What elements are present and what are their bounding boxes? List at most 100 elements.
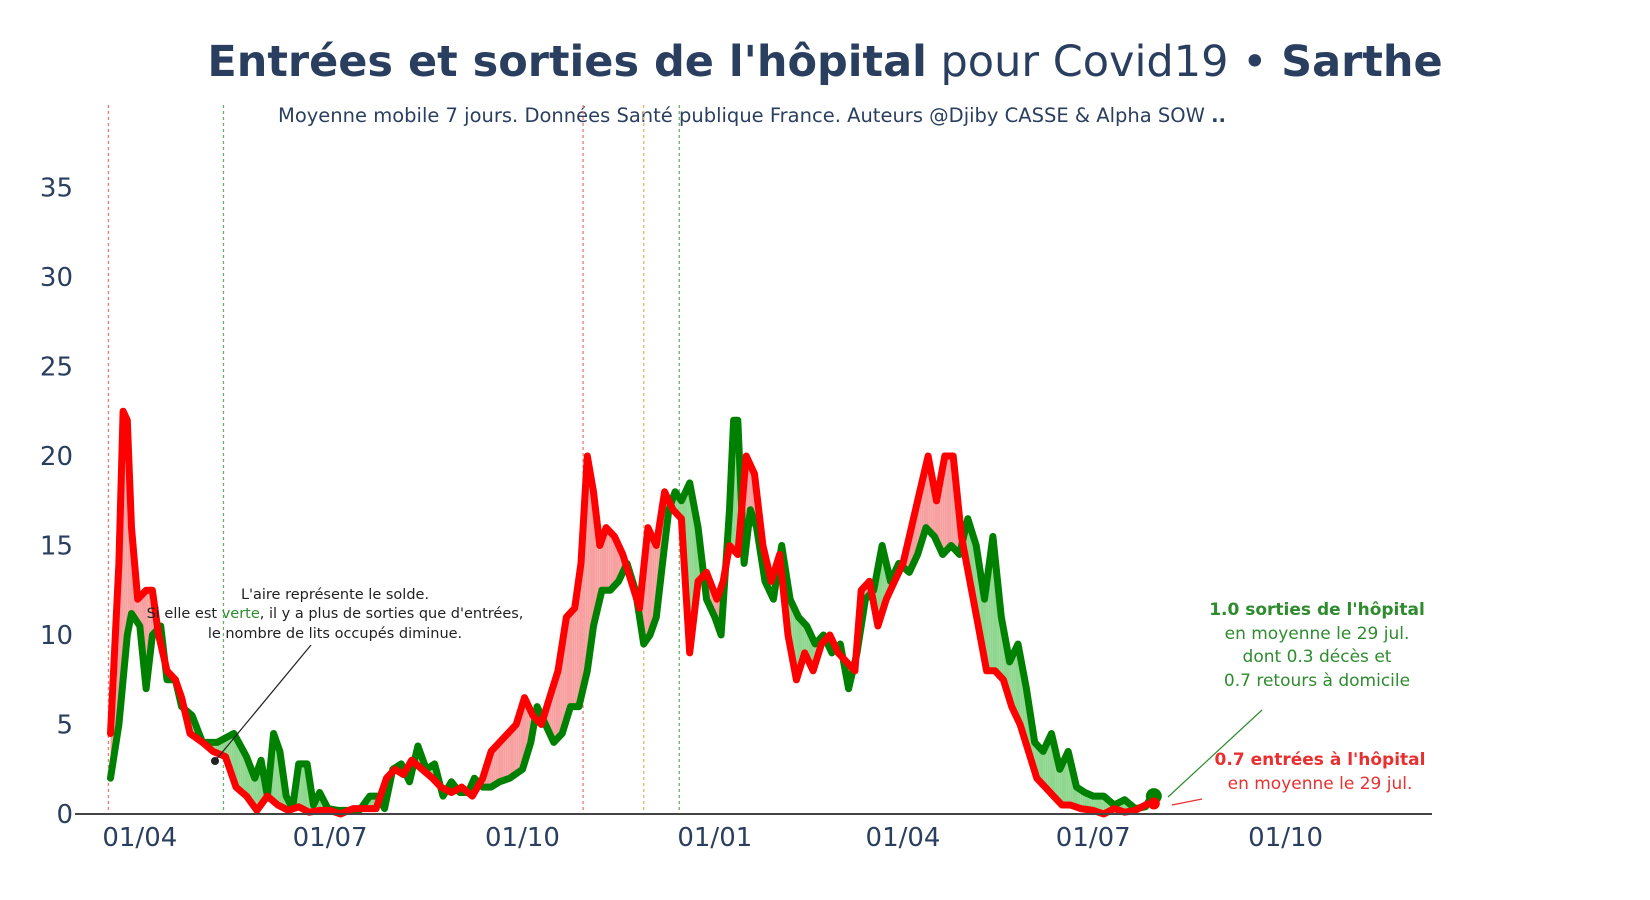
balance-area-red	[608, 529, 611, 591]
y-tick-label: 0	[56, 800, 73, 830]
exits-annotation-line1: 1.0 sorties de l'hôpital	[1209, 600, 1425, 620]
subtitle-suffix: ..	[1211, 104, 1226, 127]
balance-area-green	[1101, 796, 1104, 814]
balance-area-red	[501, 737, 504, 782]
entrees-end-marker	[1147, 797, 1160, 810]
exits-annotation-line2: en moyenne le 29 jul.	[1225, 624, 1410, 644]
x-tick-label: 01/04	[102, 823, 177, 853]
x-tick-label: 01/07	[293, 823, 368, 853]
series-line-entrees	[107, 407, 1156, 818]
y-axis-ticks: 0 5 10 15 20 25 30 35	[40, 174, 73, 831]
balance-area-green	[1099, 796, 1102, 814]
series-line-sorties	[107, 416, 1156, 814]
balance-area-red	[587, 456, 590, 671]
balance-area-red	[599, 539, 602, 600]
series-lines	[107, 407, 1156, 818]
balance-area-green	[1076, 787, 1079, 808]
balance-area-red	[509, 729, 512, 779]
balance-annotation-line2-start: Si elle est	[147, 606, 222, 622]
balance-area-red	[949, 456, 952, 548]
balance-annotation-line1: L'aire représente le solde.	[241, 587, 429, 603]
balance-area-green	[1013, 648, 1016, 716]
entries-annotation-arrow	[1171, 798, 1203, 806]
balance-annotation-line2-end: , il y a plus de sorties que d'entrées,	[260, 606, 524, 622]
balance-area-red	[516, 717, 519, 774]
chart-subtitle: Moyenne mobile 7 jours. Données Santé pu…	[278, 104, 1226, 127]
balance-area-red	[568, 612, 571, 714]
balance-area-green	[236, 737, 239, 789]
exits-annotation: 1.0 sorties de l'hôpital en moyenne le 2…	[1167, 600, 1425, 798]
balance-area-red	[946, 456, 949, 550]
y-tick-label: 10	[40, 621, 73, 651]
balance-area-green	[1015, 644, 1018, 720]
balance-area-green	[1049, 733, 1052, 794]
entries-annotation-line1: 0.7 entrées à l'hôpital	[1215, 750, 1426, 770]
balance-area-green	[1043, 746, 1046, 788]
balance-area-red	[514, 724, 517, 776]
event-lines	[107, 105, 680, 814]
title-region: Sarthe	[1281, 37, 1443, 87]
balance-area-red	[650, 532, 653, 635]
y-tick-label: 35	[40, 174, 73, 204]
y-tick-label: 25	[40, 353, 73, 383]
y-tick-label: 20	[40, 442, 73, 472]
title-normal-part: pour Covid19 •	[927, 37, 1281, 87]
balance-area-green	[1064, 755, 1067, 805]
y-tick-label: 30	[40, 263, 73, 293]
balance-area-red	[505, 733, 508, 780]
balance-area-red	[574, 593, 577, 707]
balance-area-red	[512, 726, 515, 777]
balance-area-green	[1041, 749, 1044, 785]
x-tick-label: 01/01	[677, 823, 752, 853]
balance-annotation-dot	[211, 757, 219, 765]
balance-area-green	[240, 745, 243, 793]
balance-area-red	[497, 742, 500, 784]
balance-area-red	[499, 740, 502, 782]
balance-annotation-line2: Si elle est verte, il y a plus de sortie…	[147, 606, 524, 622]
balance-area-red	[614, 536, 617, 586]
balance-area-green	[1059, 764, 1062, 805]
balance-annotation-arrow	[214, 644, 312, 762]
exits-annotation-line4: 0.7 retours à domicile	[1224, 671, 1410, 691]
balance-area-red	[507, 731, 510, 779]
balance-area-green	[1066, 751, 1069, 805]
balance-area-red	[555, 670, 558, 741]
balance-area-red	[610, 532, 613, 591]
balance-area-green	[1038, 746, 1041, 783]
end-markers	[1145, 788, 1162, 810]
subtitle-text: Moyenne mobile 7 jours. Données Santé pu…	[278, 104, 1211, 127]
balance-area-red	[604, 527, 607, 591]
balance-area-red	[589, 467, 592, 656]
x-tick-label: 01/04	[866, 823, 941, 853]
balance-area-red	[493, 746, 496, 786]
balance-area-green	[302, 763, 305, 811]
y-tick-label: 15	[40, 532, 73, 562]
balance-area-red	[612, 534, 615, 588]
balance-area-green	[1045, 742, 1048, 790]
entries-annotation: 0.7 entrées à l'hôpital en moyenne le 29…	[1171, 750, 1426, 806]
balance-area-green	[242, 749, 245, 795]
balance-annotation-line3: le nombre de lits occupés diminue.	[208, 626, 462, 642]
x-tick-label: 01/10	[485, 823, 560, 853]
balance-area-red	[566, 614, 569, 720]
balance-area-red	[652, 536, 655, 629]
balance-area-red	[591, 479, 594, 641]
balance-area-red	[572, 608, 575, 707]
title-bold-part: Entrées et sorties de l'hôpital	[207, 37, 927, 87]
balance-area-red	[495, 744, 498, 785]
balance-area-red	[570, 610, 573, 707]
y-tick-label: 5	[56, 711, 73, 741]
balance-area-red	[522, 697, 525, 770]
x-tick-label: 01/07	[1056, 823, 1131, 853]
balance-area-red	[944, 456, 947, 553]
chart-title: Entrées et sorties de l'hôpital pour Cov…	[207, 37, 1442, 87]
balance-area-green	[254, 772, 257, 811]
exits-annotation-line3: dont 0.3 décès et	[1243, 647, 1392, 667]
entries-annotation-line2: en moyenne le 29 jul.	[1228, 774, 1413, 794]
balance-area-green	[300, 763, 303, 809]
balance-annotation: L'aire représente le solde. Si elle est …	[147, 587, 524, 765]
balance-area-red	[606, 527, 609, 591]
balance-area-green	[1047, 737, 1050, 792]
exits-annotation-arrow	[1167, 709, 1263, 798]
